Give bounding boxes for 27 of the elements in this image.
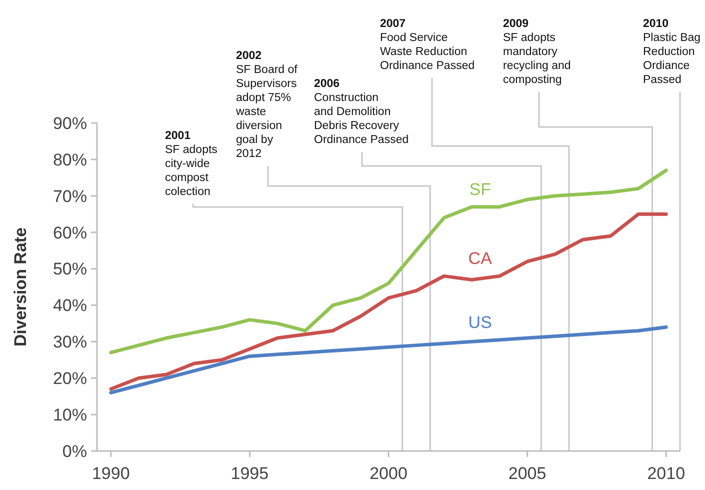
y-tick-label: 60% [52, 223, 87, 242]
line-series [109, 212, 668, 391]
y-tick-label: 0% [62, 442, 87, 461]
x-tick-label: 1990 [92, 464, 130, 483]
x-tick-label: 2010 [647, 464, 686, 483]
y-tick-label: 80% [52, 150, 87, 170]
y-tick-label: 90% [52, 114, 87, 133]
y-tick-label: 50% [52, 260, 87, 279]
y-tick-label: 40% [52, 296, 87, 316]
x-tick-label: 2000 [370, 464, 408, 483]
y-tick-label: 10% [52, 406, 87, 425]
y-tick-label: 70% [52, 186, 87, 206]
x-tick-label: 2005 [508, 464, 546, 483]
ref-line-label: 2007 Food Service Waste Reduction Ordinance Passed [380, 18, 475, 72]
ref-line-label: 2010 Plastic Bag Reduction Ordiance Passed [643, 18, 701, 86]
y-tick-label: 20% [52, 369, 87, 388]
ref-line-label: 2006 Construction and Demolition Debris Recovery Ordinance Passed [314, 78, 409, 146]
ref-line-label: 2009 SF adopts mandatory recycling and composting [503, 18, 571, 86]
y-axis-title: Diversion Rate [11, 227, 30, 347]
series-label: US [468, 312, 492, 332]
line-series [109, 168, 668, 354]
y-tick-label: 30% [52, 332, 87, 352]
series-label: CA [468, 249, 493, 268]
ref-line-label: 2001 SF adopts city-wide compost colection [165, 130, 218, 198]
series-label: SF [469, 180, 491, 199]
ref-line-label: 2002 SF Board of Supervisors adopt 75% waste diversion goal by 2012 [235, 50, 298, 160]
x-tick-label: 1995 [230, 464, 269, 483]
